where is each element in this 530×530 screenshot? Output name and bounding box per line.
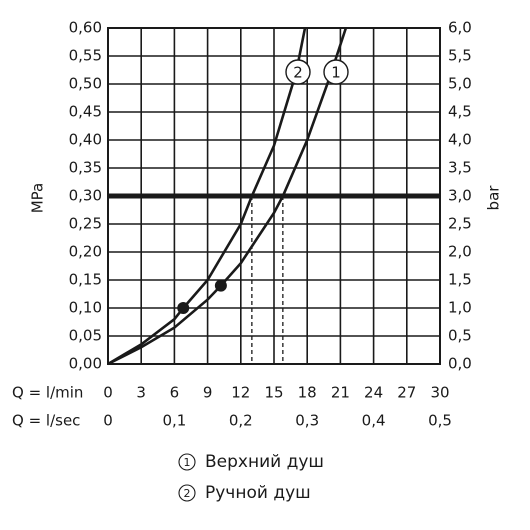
legend-label: Верхний душ: [205, 452, 324, 472]
x-tick-label: 0: [103, 384, 113, 402]
x-tick-label: 15: [264, 384, 283, 402]
y2-tick-label: 3,0: [448, 187, 472, 205]
y-tick-label: 0,25: [69, 215, 102, 233]
y-tick-label: 0,45: [69, 103, 102, 121]
y2-axis-label: bar: [485, 185, 503, 211]
y2-tick-label: 0,5: [448, 327, 472, 345]
y-tick-label: 0,20: [69, 243, 102, 261]
y2-tick-label: 1,0: [448, 299, 472, 317]
curve-label-circle: [285, 59, 311, 85]
point: [214, 279, 227, 292]
point: [177, 302, 190, 314]
legend-circle: [178, 484, 196, 502]
x-tick-label: 3: [136, 384, 146, 402]
y-tick-label: 0,55: [69, 47, 102, 65]
y2-tick-label: 5,0: [448, 75, 472, 93]
y-tick-label: 0,60: [69, 19, 102, 37]
y2-tick-label: 4,0: [448, 131, 472, 149]
curve: [107, 27, 348, 366]
curve-label-circle: [323, 59, 349, 85]
y2-tick-label: 6,0: [448, 19, 472, 37]
x2-tick-label: 0,1: [162, 412, 186, 430]
x-tick-label: 18: [298, 384, 317, 402]
curve-label: 2: [293, 64, 303, 82]
x2-axis-label: Q = l/sec: [12, 412, 80, 430]
x2-tick-label: 0,5: [428, 412, 452, 430]
y-tick-label: 0,50: [69, 75, 102, 93]
x-tick-label: 12: [231, 384, 250, 402]
x2-tick-label: 0,4: [362, 412, 386, 430]
y-tick-label: 0,00: [69, 355, 102, 373]
curve: [107, 27, 307, 366]
y-tick-label: 0,15: [69, 271, 102, 289]
y-tick-label: 0,35: [69, 159, 102, 177]
y2-tick-label: 1,5: [448, 271, 472, 289]
y-tick-label: 0,40: [69, 131, 102, 149]
y-tick-label: 0,10: [69, 299, 102, 317]
y-tick-label: 0,30: [69, 187, 102, 205]
x-tick-label: 6: [170, 384, 180, 402]
y2-tick-label: 0,0: [448, 355, 472, 373]
y2-tick-label: 3,5: [448, 159, 472, 177]
x-tick-label: 9: [203, 384, 213, 402]
x2-tick-label: 0,2: [229, 412, 253, 430]
x-tick-label: 24: [364, 384, 383, 402]
x-axis-label: Q = l/min: [12, 384, 83, 402]
y-axis-label: MPa: [29, 183, 47, 214]
legend-circle: [178, 453, 196, 471]
legend-number: 1: [184, 456, 191, 469]
x2-tick-label: 0,3: [295, 412, 319, 430]
x2-tick-label: 0: [103, 412, 113, 430]
plot-frame: [107, 27, 441, 365]
legend-label: Ручной душ: [205, 483, 311, 503]
y2-tick-label: 2,5: [448, 215, 472, 233]
x-tick-label: 27: [397, 384, 416, 402]
x-tick-label: 30: [430, 384, 449, 402]
y2-tick-label: 4,5: [448, 103, 472, 121]
legend-number: 2: [184, 487, 191, 500]
curve-label: 1: [331, 64, 341, 82]
x-tick-label: 21: [331, 384, 350, 402]
y2-tick-label: 5,5: [448, 47, 472, 65]
y2-tick-label: 2,0: [448, 243, 472, 261]
y-tick-label: 0,05: [69, 327, 102, 345]
